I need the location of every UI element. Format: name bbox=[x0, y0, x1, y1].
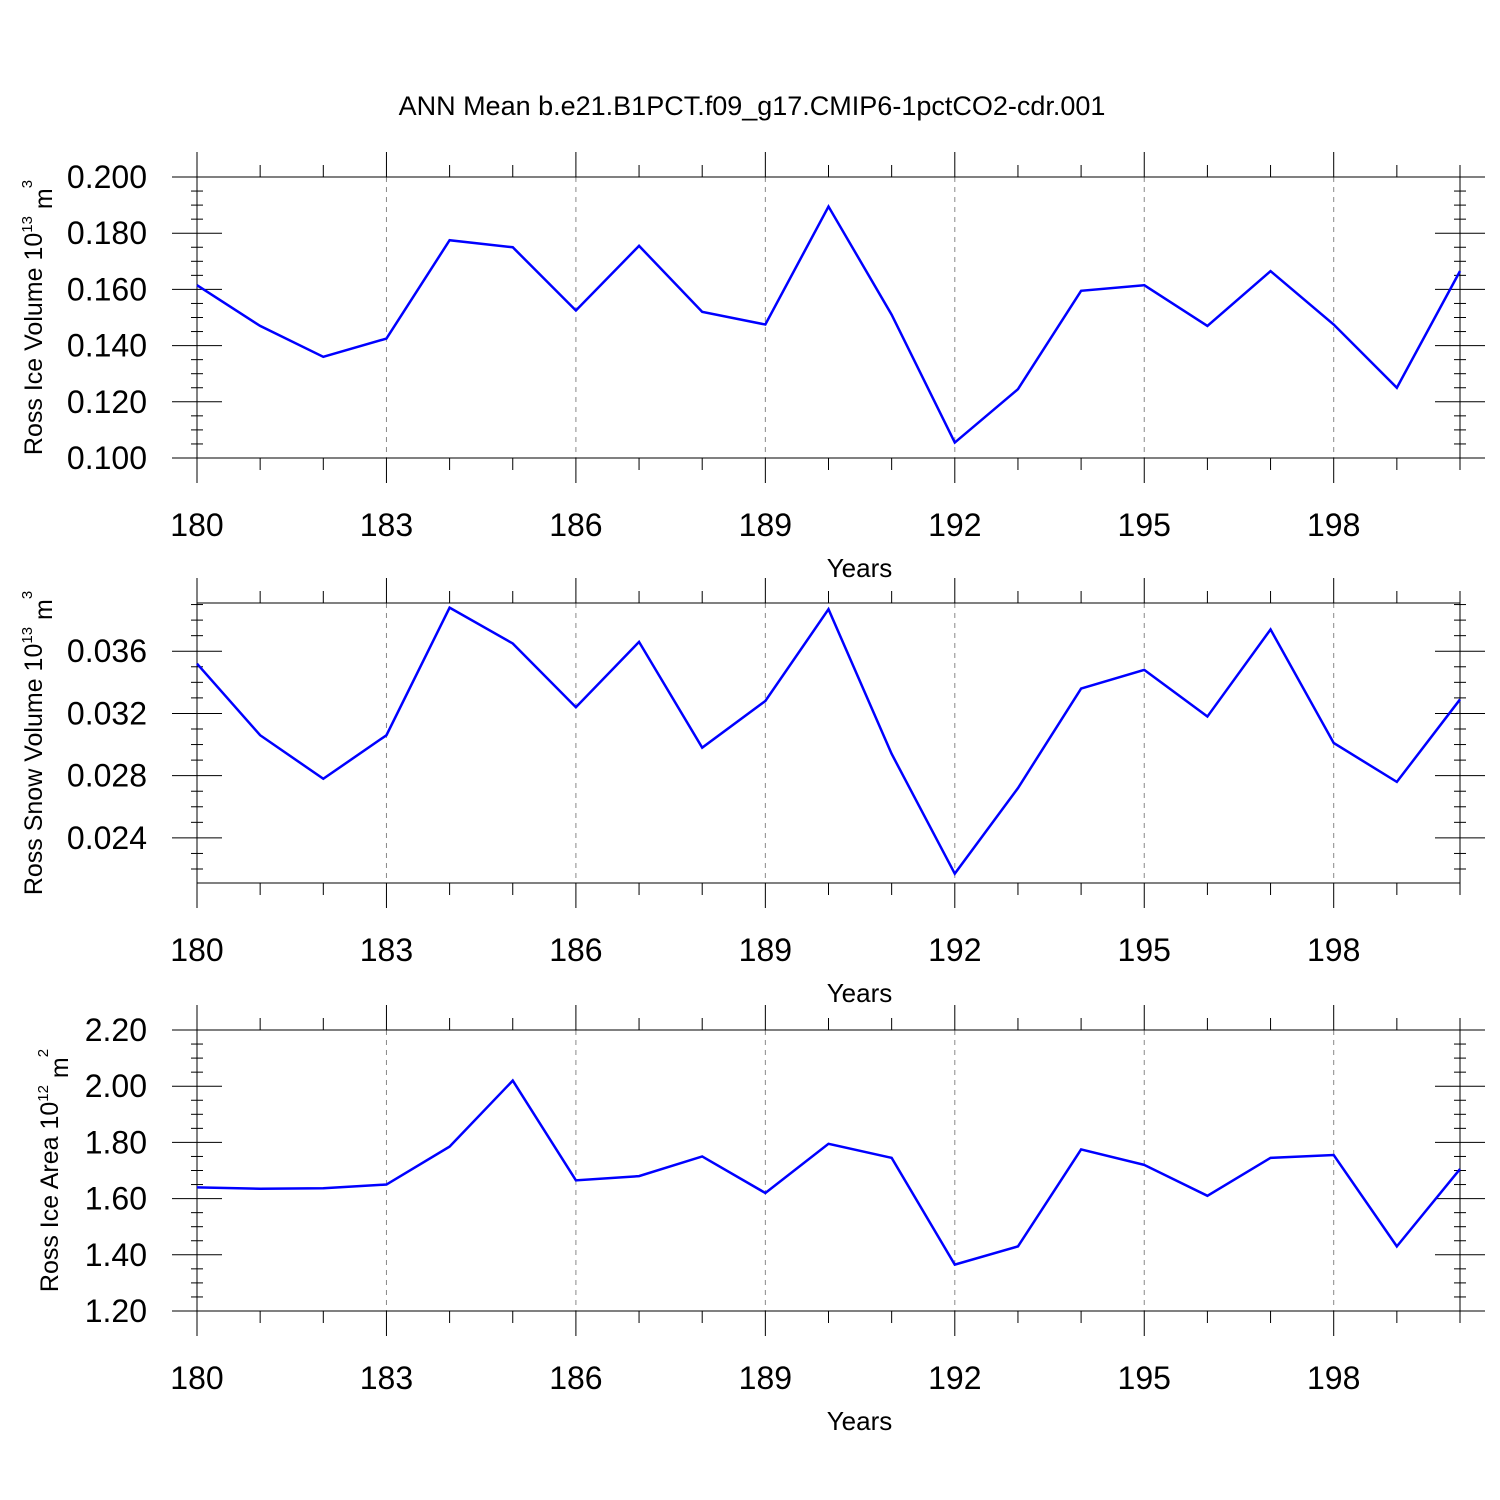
x-tick-label: 198 bbox=[1307, 1360, 1360, 1396]
y-tick-label: 2.00 bbox=[85, 1068, 147, 1104]
chart-panel-2: 180 183 186 189 192 195 198 0.024 0.028 0.032 0.03… bbox=[19, 578, 1485, 1008]
x-tick-label: 189 bbox=[739, 932, 792, 968]
x-tick-label: 183 bbox=[360, 932, 413, 968]
x-tick-label: 189 bbox=[739, 1360, 792, 1396]
y-axis-label: Ross Snow Volume 1013 m3 bbox=[19, 591, 58, 895]
x-axis-label: Years bbox=[827, 978, 893, 1008]
y-axis-label: Ross Ice Volume 1013 m3 bbox=[19, 180, 58, 455]
x-tick-label: 180 bbox=[170, 507, 223, 543]
x-tick-label: 186 bbox=[549, 932, 602, 968]
chart-panel-1: 180 183 186 189 192 195 198 0.100 0.120 0.140 0.16… bbox=[19, 152, 1485, 583]
figure-title: ANN Mean b.e21.B1PCT.f09_g17.CMIP6-1pctC… bbox=[399, 91, 1106, 121]
x-tick-label: 198 bbox=[1307, 932, 1360, 968]
y-tick-label: 0.100 bbox=[67, 440, 147, 476]
chart-panel-3: 180 183 186 189 192 195 198 1.20 1.40 1.60 1.80 2.0… bbox=[35, 1005, 1485, 1436]
x-tick-label: 180 bbox=[170, 932, 223, 968]
x-tick-label: 189 bbox=[739, 507, 792, 543]
y-tick-label: 0.028 bbox=[67, 758, 147, 794]
y-tick-label: 0.140 bbox=[67, 328, 147, 364]
x-tick-label: 183 bbox=[360, 507, 413, 543]
x-tick-label: 183 bbox=[360, 1360, 413, 1396]
y-tick-label: 1.40 bbox=[85, 1237, 147, 1273]
y-tick-label: 0.160 bbox=[67, 271, 147, 307]
y-tick-label: 0.036 bbox=[67, 633, 147, 669]
x-axis-label: Years bbox=[827, 553, 893, 583]
y-tick-label: 0.120 bbox=[67, 384, 147, 420]
x-tick-label: 186 bbox=[549, 507, 602, 543]
y-tick-label: 0.024 bbox=[67, 820, 147, 856]
x-tick-label: 186 bbox=[549, 1360, 602, 1396]
y-tick-label: 0.180 bbox=[67, 215, 147, 251]
x-tick-label: 192 bbox=[928, 932, 981, 968]
y-tick-label: 1.20 bbox=[85, 1293, 147, 1329]
x-tick-label: 195 bbox=[1118, 1360, 1171, 1396]
y-axis-label: Ross Ice Area 1012 m2 bbox=[35, 1049, 74, 1292]
y-tick-label: 2.20 bbox=[85, 1012, 147, 1048]
y-tick-label: 0.200 bbox=[67, 159, 147, 195]
x-tick-label: 195 bbox=[1118, 932, 1171, 968]
x-tick-label: 198 bbox=[1307, 507, 1360, 543]
y-tick-label: 0.032 bbox=[67, 695, 147, 731]
x-tick-label: 180 bbox=[170, 1360, 223, 1396]
x-axis-label: Years bbox=[827, 1406, 893, 1436]
x-tick-label: 195 bbox=[1118, 507, 1171, 543]
y-tick-label: 1.80 bbox=[85, 1124, 147, 1160]
x-tick-label: 192 bbox=[928, 507, 981, 543]
y-tick-label: 1.60 bbox=[85, 1181, 147, 1217]
x-tick-label: 192 bbox=[928, 1360, 981, 1396]
